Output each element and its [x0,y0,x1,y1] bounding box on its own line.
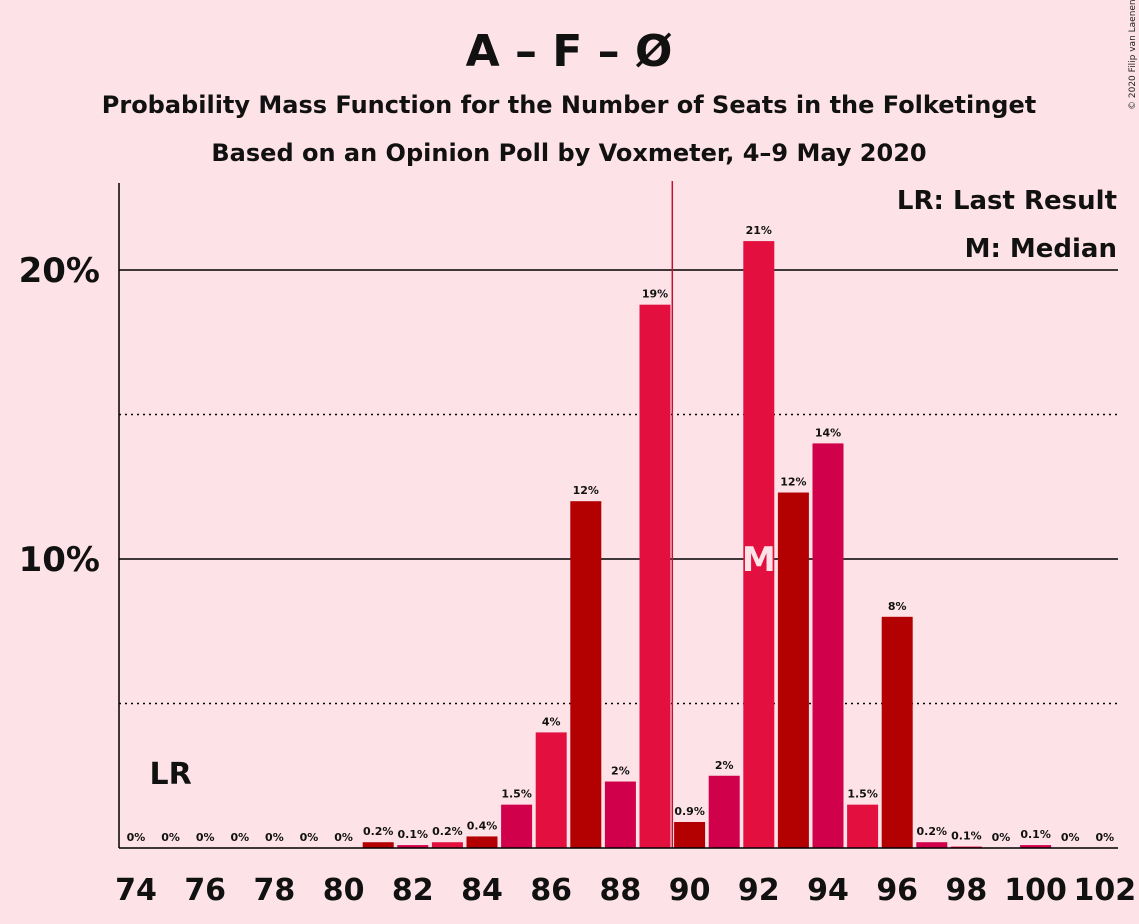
data-label-seat-86: 4% [542,715,561,728]
data-label-seat-100: 0.1% [1020,828,1051,841]
legend-median: M: Median [965,234,1117,264]
bar-seat-90 [674,821,706,848]
data-label-seat-87: 12% [573,484,599,497]
data-label-seat-77: 0% [230,831,249,844]
x-tick-label: 94 [807,873,849,908]
chart-subtitle-2: Based on an Opinion Poll by Voxmeter, 4–… [211,139,926,167]
y-tick-label: 10% [19,540,100,580]
data-label-seat-97: 0.2% [917,825,948,838]
data-label-seat-75: 0% [161,831,180,844]
bar-seat-84 [466,836,498,848]
last-result-marker: LR [149,757,191,792]
data-label-seat-99: 0% [992,831,1011,844]
bar-seat-85 [501,804,533,848]
y-tick-label: 20% [19,251,100,291]
x-tick-label: 96 [876,873,918,908]
x-tick-label: 90 [669,873,711,908]
data-label-seat-74: 0% [127,831,146,844]
x-tick-label: 102 [1073,873,1136,908]
grid-layer [119,269,1118,705]
data-label-seat-80: 0% [334,831,353,844]
bar-seat-95 [847,804,879,848]
bar-seat-83 [431,842,463,848]
data-label-seat-93: 12% [780,476,806,489]
x-tick-label: 92 [738,873,780,908]
x-tick-label: 76 [184,873,226,908]
bar-seat-92 [743,241,775,849]
median-marker: M [742,540,776,580]
bar-layer [362,241,1052,849]
data-label-seat-102: 0% [1095,831,1114,844]
label-layer: 0% 0% 0% 0% 0% 0% 0% 0.2% 0.1% 0.2% 0.4%1.5%4%12%2… [127,224,1114,844]
data-label-seat-96: 8% [888,600,907,613]
bar-seat-89 [639,304,671,848]
copyright-notice: © 2020 Filip van Laenen [1128,0,1138,110]
data-label-seat-89: 19% [642,288,668,301]
bar-seat-86 [535,732,567,848]
data-label-seat-88: 2% [611,765,630,778]
x-tick-label: 74 [115,873,157,908]
x-tick-label: 84 [461,873,503,908]
bar-seat-91 [708,775,740,848]
chart-subtitle: Probability Mass Function for the Number… [102,91,1036,119]
data-label-seat-82: 0.1% [398,828,429,841]
data-label-seat-101: 0% [1061,831,1080,844]
data-label-seat-98: 0.1% [951,830,982,843]
bar-seat-82 [397,845,429,848]
bar-seat-88 [604,781,636,848]
x-tick-label: 86 [530,873,572,908]
data-label-seat-95: 1.5% [847,788,878,801]
data-label-seat-90: 0.9% [674,805,705,818]
bar-seat-96 [881,616,913,848]
legend-last-result: LR: Last Result [897,186,1117,216]
x-tick-label: 80 [323,873,365,908]
data-label-seat-83: 0.2% [432,825,463,838]
data-label-seat-79: 0% [300,831,319,844]
bar-seat-93 [777,492,809,848]
bar-seat-97 [916,842,948,848]
x-tick-label: 98 [946,873,988,908]
bar-seat-87 [570,501,602,848]
data-label-seat-85: 1.5% [501,788,532,801]
bar-seat-100 [1020,845,1052,848]
data-label-seat-92: 21% [746,224,772,237]
x-tick-label: 82 [392,873,434,908]
bar-seat-94 [812,443,844,848]
x-tick-label: 88 [600,873,642,908]
data-label-seat-78: 0% [265,831,284,844]
axis-layer: 10% 20% 74 76 78 80 82 84 86 88 90 92 94 96 98 100 102 [19,181,1136,908]
bar-seat-81 [362,842,394,848]
x-tick-label: 78 [254,873,296,908]
chart-title: A – F – Ø [466,26,673,77]
data-label-seat-94: 14% [815,426,841,439]
data-label-seat-76: 0% [196,831,215,844]
data-label-seat-81: 0.2% [363,825,394,838]
x-tick-label: 100 [1004,873,1067,908]
data-label-seat-91: 2% [715,759,734,772]
data-label-seat-84: 0.4% [467,819,498,832]
